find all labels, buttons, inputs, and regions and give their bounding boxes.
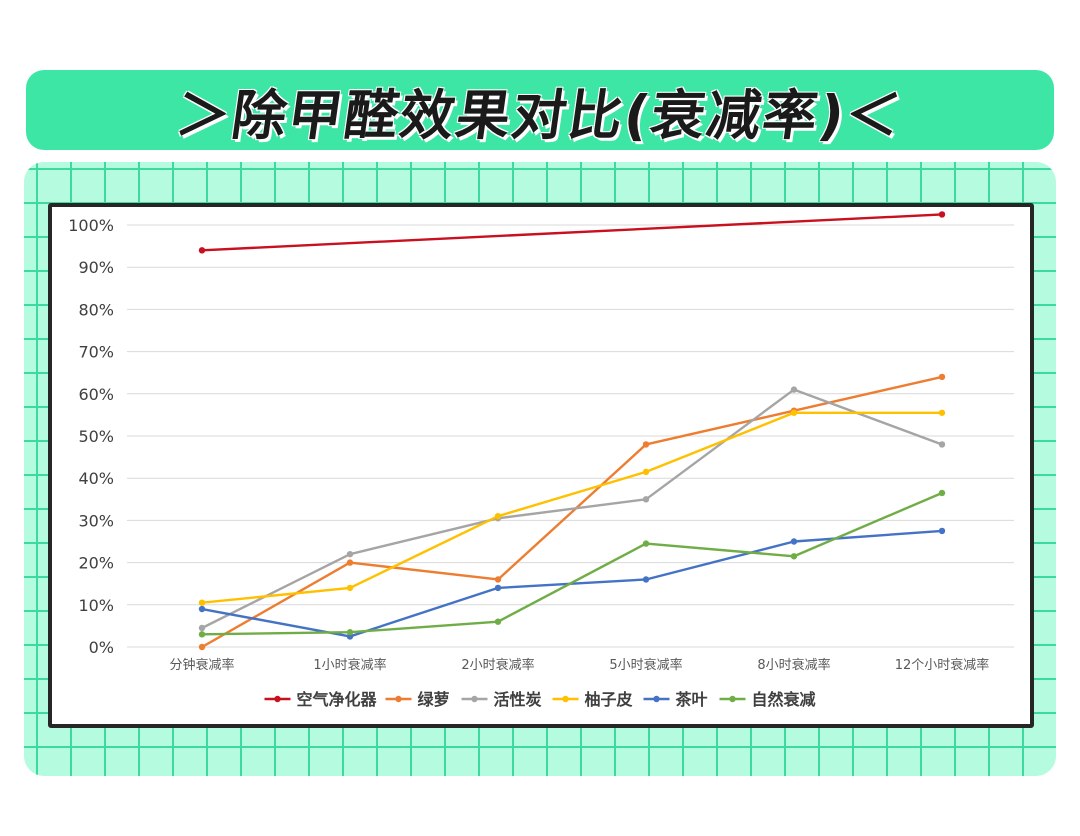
y-tick-label: 20% [78,554,114,573]
data-point [790,386,798,393]
legend-swatch-marker [274,695,281,703]
data-point [346,584,354,592]
data-point [198,247,206,254]
data-point [790,538,798,545]
chart-container: 0% 10% 20% 30% 40% 50% 60% 70% 80% 90% 100% 分钟衰减率 1小… [48,203,1034,728]
y-tick-label: 30% [78,511,114,530]
data-point [938,373,946,381]
legend-swatch-marker [562,695,569,703]
data-point [642,468,650,476]
data-point [938,409,946,416]
legend-swatch-marker [729,695,736,703]
data-point [198,624,206,632]
y-tick-label: 40% [78,469,114,488]
data-point [790,553,798,560]
series-line [201,491,943,636]
page-title: ＞除甲醛效果对比(衰减率)＜ [172,83,907,147]
legend-entry: 自然衰减 [752,690,816,709]
series-line [201,388,943,630]
y-tick-label: 60% [78,385,114,404]
legend-entry: 活性炭 [494,690,542,709]
y-tick-label: 50% [78,427,114,446]
data-point [346,559,354,566]
data-point [198,643,206,651]
x-tick-label: 1小时衰减率 [313,657,386,673]
y-tick-label: 10% [78,596,114,615]
legend-swatch-marker [395,695,402,703]
data-point [198,605,206,613]
y-tick-label: 90% [78,258,114,277]
data-point [938,527,946,535]
y-tick-label: 0% [89,638,114,657]
data-point [790,409,798,416]
y-tick-label: 100% [68,216,114,235]
line-chart: 0% 10% 20% 30% 40% 50% 60% 70% 80% 90% 100% 分钟衰减率 1小… [68,211,1014,709]
data-point [494,512,502,520]
x-tick-label: 分钟衰减率 [169,657,234,673]
legend-entry: 绿萝 [418,690,450,709]
data-point [346,629,354,636]
x-tick-label: 2小时衰减率 [461,657,534,673]
legend-swatch-marker [653,695,660,703]
data-point [494,618,502,625]
data-point [938,441,946,448]
series-line [201,213,943,252]
data-point [642,576,650,583]
legend-entry: 空气净化器 [297,690,378,709]
y-tick-label: 70% [78,343,114,362]
legend-swatch-marker [471,695,478,703]
x-tick-label: 8小时衰减率 [757,657,830,673]
legend-entry: 柚子皮 [585,690,633,709]
x-tick-label: 12个小时衰减率 [895,657,990,673]
data-point [198,599,206,606]
x-tick-label: 5小时衰减率 [609,657,682,673]
series-line [201,375,943,649]
series-line [201,411,942,604]
data-point [198,631,206,638]
data-point [642,540,650,547]
data-point [642,441,650,448]
title-banner: ＞除甲醛效果对比(衰减率)＜ [26,70,1054,150]
y-tick-label: 80% [78,300,114,319]
legend-entry: 茶叶 [675,690,708,709]
data-point [494,584,502,592]
data-point [642,496,650,503]
data-point [346,550,354,558]
data-point [938,489,946,497]
data-point [938,211,946,218]
data-point [494,576,502,583]
